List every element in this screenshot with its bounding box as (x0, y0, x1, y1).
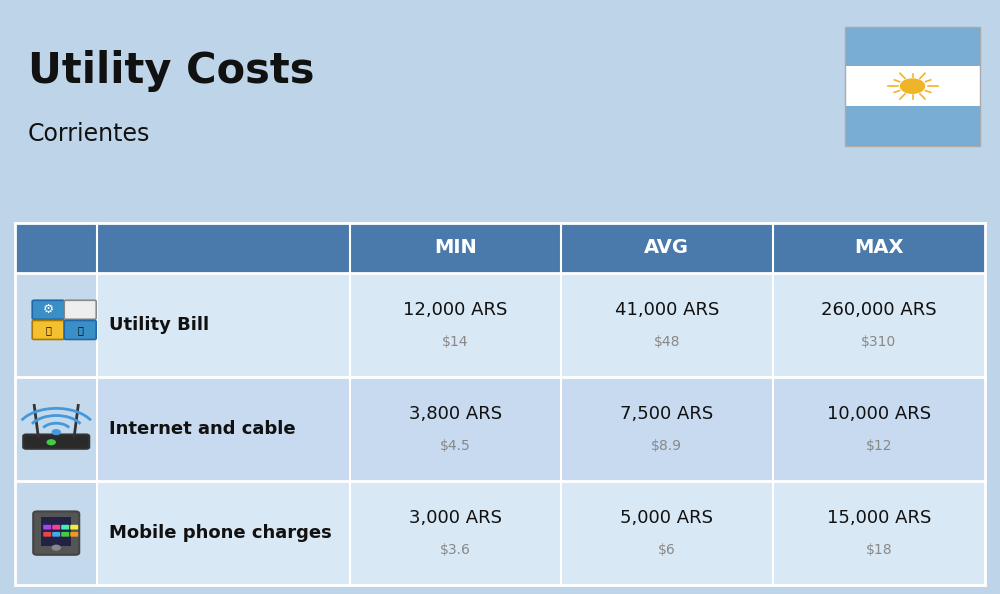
Text: 5,000 ARS: 5,000 ARS (620, 509, 713, 527)
Text: 🚿: 🚿 (77, 325, 83, 335)
FancyBboxPatch shape (61, 532, 69, 537)
Text: ⚙: ⚙ (43, 304, 54, 316)
FancyBboxPatch shape (561, 273, 773, 377)
FancyBboxPatch shape (350, 481, 561, 585)
FancyBboxPatch shape (33, 511, 79, 555)
FancyBboxPatch shape (773, 481, 985, 585)
Text: $4.5: $4.5 (440, 439, 471, 453)
FancyBboxPatch shape (845, 106, 980, 146)
Text: $48: $48 (654, 335, 680, 349)
FancyBboxPatch shape (43, 525, 51, 530)
Text: $6: $6 (658, 543, 676, 557)
Text: MAX: MAX (854, 239, 904, 257)
FancyBboxPatch shape (350, 273, 561, 377)
FancyBboxPatch shape (97, 273, 350, 377)
FancyBboxPatch shape (97, 223, 350, 273)
FancyBboxPatch shape (15, 377, 97, 481)
Text: 7,500 ARS: 7,500 ARS (620, 405, 713, 424)
FancyBboxPatch shape (773, 377, 985, 481)
Text: Mobile phone charges: Mobile phone charges (109, 524, 332, 542)
Text: Internet and cable: Internet and cable (109, 420, 296, 438)
FancyBboxPatch shape (97, 377, 350, 481)
Text: 15,000 ARS: 15,000 ARS (827, 509, 931, 527)
Text: 260,000 ARS: 260,000 ARS (821, 301, 937, 320)
FancyBboxPatch shape (61, 525, 69, 530)
Text: $12: $12 (866, 439, 892, 453)
Text: Corrientes: Corrientes (28, 122, 150, 146)
Text: Utility Costs: Utility Costs (28, 50, 314, 93)
FancyBboxPatch shape (561, 481, 773, 585)
Text: $310: $310 (861, 335, 896, 349)
Text: $3.6: $3.6 (440, 543, 471, 557)
FancyBboxPatch shape (350, 223, 561, 273)
Text: Utility Bill: Utility Bill (109, 316, 210, 334)
Text: 🔌: 🔌 (45, 325, 51, 335)
Circle shape (52, 430, 60, 435)
Text: 10,000 ARS: 10,000 ARS (827, 405, 931, 424)
Text: $8.9: $8.9 (651, 439, 682, 453)
Text: 41,000 ARS: 41,000 ARS (615, 301, 719, 320)
Text: 3,000 ARS: 3,000 ARS (409, 509, 502, 527)
FancyBboxPatch shape (64, 321, 96, 340)
Circle shape (52, 545, 60, 550)
FancyBboxPatch shape (32, 321, 64, 340)
FancyBboxPatch shape (23, 435, 89, 449)
FancyBboxPatch shape (52, 532, 60, 537)
FancyBboxPatch shape (32, 301, 64, 320)
FancyBboxPatch shape (845, 27, 980, 67)
FancyBboxPatch shape (15, 481, 97, 585)
FancyBboxPatch shape (52, 525, 60, 530)
FancyBboxPatch shape (845, 67, 980, 106)
FancyBboxPatch shape (97, 481, 350, 585)
FancyBboxPatch shape (773, 273, 985, 377)
FancyBboxPatch shape (773, 223, 985, 273)
FancyBboxPatch shape (15, 223, 97, 273)
FancyBboxPatch shape (350, 377, 561, 481)
FancyBboxPatch shape (70, 532, 78, 537)
Text: AVG: AVG (644, 239, 689, 257)
FancyBboxPatch shape (41, 517, 71, 545)
Text: 12,000 ARS: 12,000 ARS (403, 301, 508, 320)
Circle shape (900, 79, 924, 93)
FancyBboxPatch shape (64, 301, 96, 320)
FancyBboxPatch shape (561, 377, 773, 481)
Text: MIN: MIN (434, 239, 477, 257)
Text: 3,800 ARS: 3,800 ARS (409, 405, 502, 424)
FancyBboxPatch shape (561, 223, 773, 273)
Text: $14: $14 (442, 335, 469, 349)
FancyBboxPatch shape (43, 532, 51, 537)
Text: $18: $18 (865, 543, 892, 557)
FancyBboxPatch shape (15, 273, 97, 377)
Circle shape (47, 440, 55, 444)
FancyBboxPatch shape (70, 525, 78, 530)
